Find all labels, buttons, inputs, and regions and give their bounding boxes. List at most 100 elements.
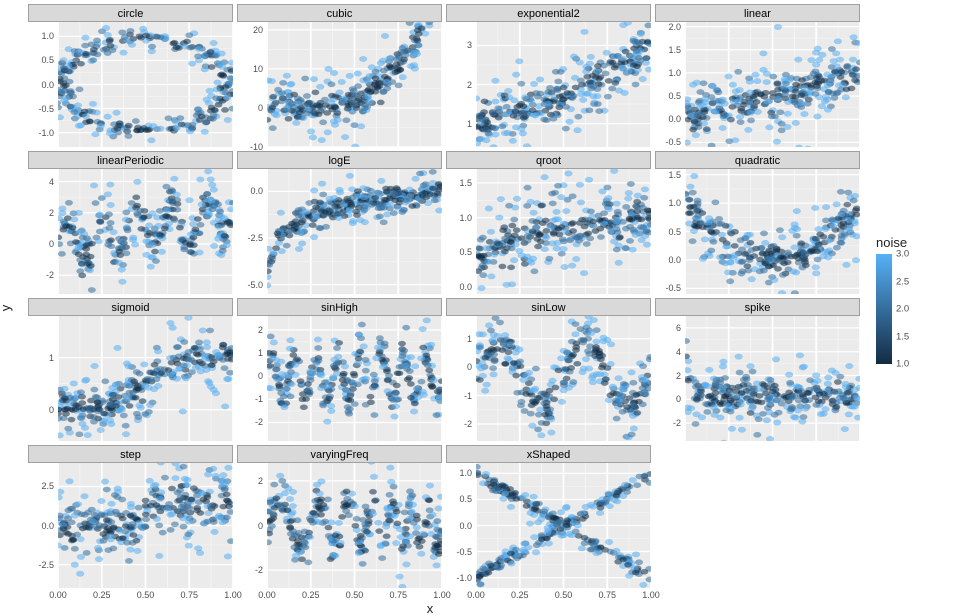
y-tick: 2.0 bbox=[668, 22, 681, 32]
strip-label: qroot bbox=[446, 151, 651, 169]
y-tick: 1.5 bbox=[668, 170, 681, 180]
x-tick: 0.50 bbox=[137, 590, 155, 600]
chart-body bbox=[476, 463, 651, 588]
panel-logE: logE -5.0 -2.5 0.0 bbox=[237, 151, 442, 294]
y-tick: 0.5 bbox=[459, 247, 472, 257]
y-tick: 0.0 bbox=[41, 80, 54, 90]
panel-sinHigh: sinHigh-2-1012 bbox=[237, 298, 442, 441]
chart-body bbox=[58, 463, 233, 588]
strip-label: logE bbox=[237, 151, 442, 169]
y-tick: -2 bbox=[46, 270, 54, 280]
y-tick: 2 bbox=[49, 208, 54, 218]
chart-body bbox=[476, 22, 651, 147]
y-tick: 0.5 bbox=[668, 227, 681, 237]
strip-label: xShaped bbox=[446, 445, 651, 463]
y-tick: -0.5 bbox=[665, 137, 681, 147]
strip-label: linearPeriodic bbox=[28, 151, 233, 169]
y-tick: 1 bbox=[467, 119, 472, 129]
y-tick: 1.0 bbox=[41, 31, 54, 41]
legend-tick: 1.5 bbox=[896, 331, 909, 342]
strip-label: sinHigh bbox=[237, 298, 442, 316]
panel-step: step-2.50.02.5 bbox=[28, 445, 233, 588]
y-tick: 2 bbox=[467, 80, 472, 90]
y-tick: 0.0 bbox=[250, 186, 263, 196]
y-tick: 0 bbox=[49, 405, 54, 415]
x-tick: 0.25 bbox=[93, 590, 111, 600]
y-tick: 1.0 bbox=[668, 68, 681, 78]
x-tick: 0.00 bbox=[49, 590, 67, 600]
y-tick: 1 bbox=[49, 353, 54, 363]
chart-body bbox=[267, 463, 442, 588]
y-tick: 0.0 bbox=[668, 255, 681, 265]
legend-title: noise bbox=[876, 235, 952, 250]
y-tick: 1.5 bbox=[668, 45, 681, 55]
y-tick: 0.5 bbox=[459, 494, 472, 504]
chart-body bbox=[685, 316, 860, 441]
y-axis: -0.50.00.51.01.52.0 bbox=[655, 22, 685, 147]
panel-exponential2: exponential2123 bbox=[446, 4, 651, 147]
y-tick: -2.5 bbox=[38, 560, 54, 570]
y-axis: 0.00.51.01.5 bbox=[446, 169, 476, 294]
y-tick: 20 bbox=[253, 25, 263, 35]
strip-label: sinLow bbox=[446, 298, 651, 316]
chart-body bbox=[58, 22, 233, 147]
x-tick: 0.25 bbox=[302, 590, 320, 600]
y-tick: 1 bbox=[258, 348, 263, 358]
y-tick: 0.0 bbox=[459, 282, 472, 292]
strip-label: linear bbox=[655, 4, 860, 22]
panel-quadratic: quadratic-0.50.00.51.01.5 bbox=[655, 151, 860, 294]
x-axis-label: x bbox=[0, 601, 860, 616]
y-tick: 1 bbox=[467, 334, 472, 344]
strip-label: varyingFreq bbox=[237, 445, 442, 463]
y-tick: 0 bbox=[676, 394, 681, 404]
y-tick: -0.5 bbox=[38, 104, 54, 114]
panel-circle: circle-1.0-0.50.00.51.0 bbox=[28, 4, 233, 147]
y-tick: 0.0 bbox=[459, 521, 472, 531]
y-tick: -1.0 bbox=[456, 573, 472, 583]
chart-body bbox=[267, 22, 442, 147]
y-tick: 1.0 bbox=[459, 213, 472, 223]
strip-label: circle bbox=[28, 4, 233, 22]
chart-body bbox=[685, 169, 860, 294]
chart-body bbox=[685, 22, 860, 147]
chart-body bbox=[58, 316, 233, 441]
y-tick: 1.0 bbox=[668, 198, 681, 208]
y-tick: 4 bbox=[676, 347, 681, 357]
legend-colorbar bbox=[876, 254, 892, 364]
y-tick: 3 bbox=[467, 40, 472, 50]
y-tick: 0 bbox=[258, 521, 263, 531]
y-tick: -1 bbox=[464, 391, 472, 401]
panel-sinLow: sinLow-2-101 bbox=[446, 298, 651, 441]
panel-qroot: qroot0.00.51.01.5 bbox=[446, 151, 651, 294]
y-tick: -2.5 bbox=[247, 233, 263, 243]
y-tick: -5.0 bbox=[247, 280, 263, 290]
y-tick: 0.0 bbox=[668, 114, 681, 124]
y-tick: 0.0 bbox=[41, 521, 54, 531]
y-tick: 2 bbox=[258, 476, 263, 486]
y-axis: -0.50.00.51.01.5 bbox=[655, 169, 685, 294]
y-tick: -2 bbox=[255, 417, 263, 427]
y-axis: -2.5 0.0 2.5 bbox=[28, 463, 58, 588]
y-tick: 0 bbox=[258, 103, 263, 113]
facet-grid: circle-1.0-0.50.00.51.0cubic-1001020expo… bbox=[28, 4, 860, 588]
x-tick: 0.75 bbox=[598, 590, 616, 600]
panel-linear: linear-0.50.00.51.01.52.0 bbox=[655, 4, 860, 147]
y-tick: 2.5 bbox=[41, 481, 54, 491]
chart-body bbox=[58, 169, 233, 294]
y-tick: 0 bbox=[49, 239, 54, 249]
legend-tick: 3.0 bbox=[896, 249, 909, 260]
chart-body bbox=[476, 169, 651, 294]
y-tick: -0.5 bbox=[456, 547, 472, 557]
x-tick: 0.75 bbox=[180, 590, 198, 600]
y-tick: -2 bbox=[673, 418, 681, 428]
x-tick: 1.00 bbox=[642, 590, 660, 600]
strip-label: spike bbox=[655, 298, 860, 316]
y-tick: -2 bbox=[464, 419, 472, 429]
x-tick: 0.25 bbox=[511, 590, 529, 600]
chart-body bbox=[476, 316, 651, 441]
y-axis: -2024 bbox=[28, 169, 58, 294]
y-axis: 1 2 3 bbox=[446, 22, 476, 147]
legend-tick: 2.0 bbox=[896, 304, 909, 315]
y-tick: -2 bbox=[255, 565, 263, 575]
y-tick: 0.5 bbox=[41, 55, 54, 65]
